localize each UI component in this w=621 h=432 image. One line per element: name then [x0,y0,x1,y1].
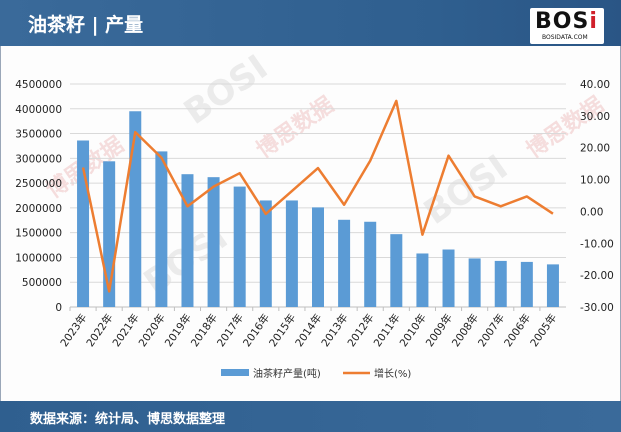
bar [494,260,507,307]
y-left-tick-label: 3000000 [15,153,62,165]
legend-line-label: 增长(%) [374,367,411,380]
y-right-tick-label: -30.00 [580,302,614,314]
bar [285,200,298,307]
page-title: 油茶籽 | 产量 [28,14,144,36]
bar [155,151,168,307]
logo-sub: BOSIDATA.COM [542,34,588,41]
bar [416,253,429,307]
bar [181,174,194,307]
bar [207,177,220,307]
y-left-tick-label: 1000000 [15,252,62,264]
footer: 数据来源：统计局、博思数据整理 [0,401,621,432]
bar [390,234,403,307]
y-right-tick-label: 10.00 [580,175,610,187]
bar [338,219,351,307]
y-right-tick-label: 40.00 [580,79,610,91]
y-left-tick-label: 2000000 [15,203,62,215]
y-left-tick-label: 500000 [22,277,62,289]
y-left-tick-label: 1500000 [15,228,62,240]
bar [233,186,246,307]
growth-line [81,99,554,293]
bar [77,140,90,307]
bar [468,258,481,307]
logo-text: BOSi [535,9,598,34]
bar [259,200,272,307]
bar [129,111,142,307]
data-source: 数据来源：统计局、博思数据整理 [30,412,226,427]
legend-bar-label: 油茶籽产量(吨) [253,367,321,380]
y-left-tick-label: 4500000 [15,79,62,91]
header: 油茶籽 | 产量 BOSi BOSIDATA.COM [0,0,621,46]
y-right-tick-label: -10.00 [580,238,614,250]
y-right-tick-label: 30.00 [580,111,610,123]
bar [442,249,455,307]
legend-bar-swatch [221,369,249,376]
bar [312,207,324,307]
y-left-tick-label: 0 [55,302,62,314]
bar [520,261,533,307]
y-right-tick-label: -20.00 [580,270,614,282]
x-tick-label: 2005年 [527,311,559,349]
y-left-tick-label: 3500000 [15,129,62,141]
y-left-tick-label: 4000000 [15,104,62,116]
y-right-tick-label: 20.00 [580,143,610,155]
bar [364,221,377,307]
y-right-tick-label: 0.00 [580,206,603,218]
y-left-tick-label: 2500000 [15,178,62,190]
logo: BOSi BOSIDATA.COM [530,8,604,44]
bar [546,264,559,307]
